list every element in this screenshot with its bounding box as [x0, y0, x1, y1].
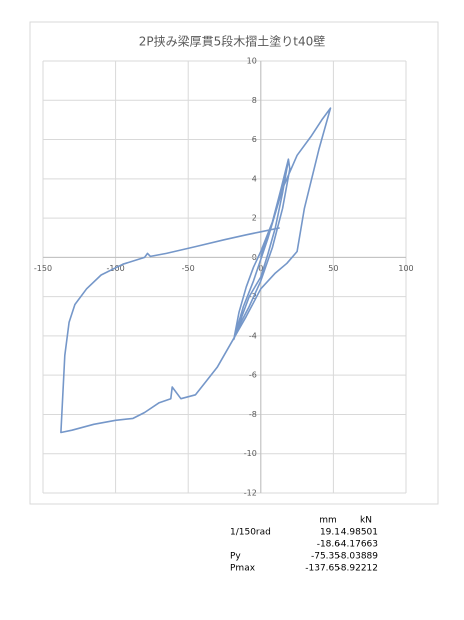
table-value: 19.1	[320, 528, 340, 538]
x-tick-label: 50	[328, 264, 338, 273]
table-value: -137.65	[305, 564, 340, 574]
row-label: Pmax	[230, 564, 256, 574]
table-value: -18.6	[317, 540, 341, 550]
table-value: -4.17663	[338, 540, 378, 550]
y-tick-label: 4	[252, 174, 257, 183]
series-line	[60, 107, 332, 434]
table-value: -75.35	[311, 552, 340, 562]
y-tick-label: -4	[249, 331, 257, 340]
y-tick-label: -12	[244, 489, 257, 498]
row-label: Py	[230, 552, 241, 562]
chart-title: 2P挟み梁厚貫5段木摺土塗りt40壁	[139, 34, 325, 49]
y-tick-label: -8	[249, 410, 257, 419]
y-tick-label: -6	[249, 371, 257, 380]
y-tick-label: 6	[252, 135, 257, 144]
y-tick-label: -10	[244, 449, 257, 458]
column-header: mm	[319, 516, 337, 526]
y-tick-label: 2	[252, 214, 257, 223]
chart-frame	[29, 21, 439, 505]
table-value: -8.03889	[338, 552, 379, 562]
x-tick-label: 100	[398, 264, 413, 273]
table-value: 4.98501	[341, 528, 378, 538]
table-value: -8.92212	[338, 564, 378, 574]
y-tick-label: 8	[252, 96, 257, 105]
column-header: kN	[360, 516, 372, 526]
result-table: mm kN 1/150rad 19.1 4.98501-18.6-4.17663 Py -7…	[230, 516, 378, 574]
row-label: 1/150rad	[230, 528, 271, 538]
x-tick-label: -50	[182, 264, 195, 273]
x-tick-label: -150	[34, 264, 52, 273]
y-tick-label: 10	[247, 57, 257, 66]
